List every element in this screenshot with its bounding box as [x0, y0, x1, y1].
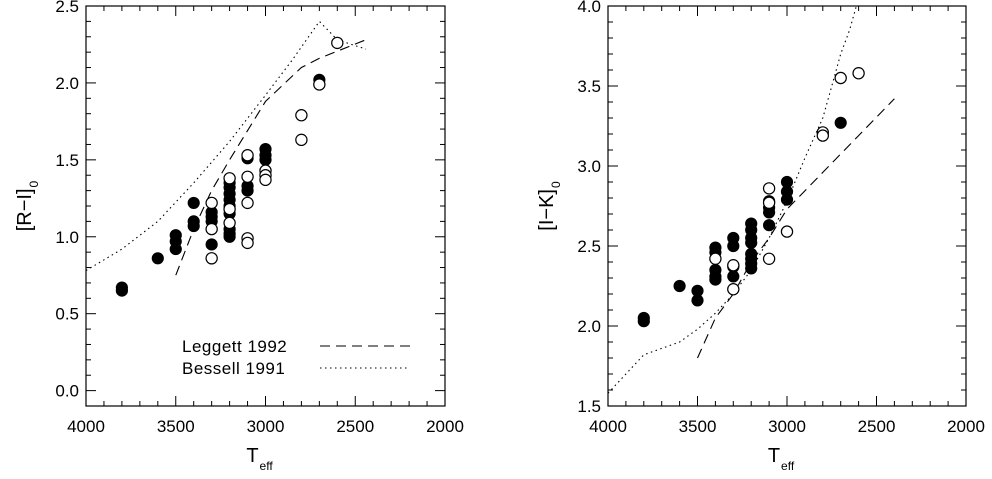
open-data-point [762, 182, 776, 195]
open-data-point [313, 78, 326, 91]
open-data-point [205, 222, 218, 236]
filled-data-point [259, 153, 272, 166]
bessell-1991-curve [608, 6, 857, 394]
open-data-point [259, 173, 272, 187]
y-axis-title: [R−I]0 [14, 180, 41, 231]
legend-label: Bessell 1991 [182, 359, 285, 378]
y-tick-label: 0.0 [55, 382, 79, 401]
open-data-point [295, 133, 308, 147]
filled-data-point [727, 239, 740, 253]
open-data-point [709, 252, 722, 265]
open-data-point [780, 225, 794, 238]
leggett-1992-curve [696, 98, 895, 359]
chart-panel-1: 4000 3500 3000 2500 2000 0.0 0.5 1.0 1.5 2.0 2.5 Te… [14, 0, 464, 473]
open-data-point [834, 71, 847, 85]
x-axis-title-subscript: eff [260, 459, 274, 473]
filled-data-point [673, 279, 686, 293]
y-tick-label: 2.0 [577, 317, 601, 336]
open-data-point [852, 66, 865, 80]
y-tick-label: 2.5 [577, 237, 601, 256]
filled-data-point [709, 273, 722, 286]
open-data-point [331, 36, 344, 50]
filled-data-point [115, 284, 129, 297]
y-tick-label: 1.5 [577, 397, 601, 416]
filled-data-point [745, 236, 758, 249]
y-tick-label: 2.0 [55, 74, 79, 93]
filled-data-point [780, 193, 794, 206]
x-tick-label: 2000 [426, 417, 464, 436]
x-tick-label: 2500 [858, 417, 896, 436]
y-tick-label: 4.0 [577, 0, 601, 16]
open-data-point [816, 129, 830, 142]
x-tick-label: 3000 [247, 417, 285, 436]
plot-frame [607, 5, 967, 407]
open-data-point [223, 202, 236, 216]
open-data-point [223, 216, 236, 230]
x-tick-label: 3500 [157, 417, 195, 436]
y-tick-label: 0.5 [55, 305, 79, 324]
open-data-point [295, 109, 308, 122]
filled-data-point [834, 116, 847, 129]
filled-data-point [151, 252, 164, 265]
filled-data-point [187, 196, 200, 210]
filled-data-point [205, 238, 218, 251]
open-data-point [727, 283, 740, 296]
x-tick-label: 3000 [768, 417, 806, 436]
filled-data-point [745, 262, 758, 275]
filled-data-point [637, 315, 650, 328]
open-data-point [727, 259, 740, 272]
y-tick-label: 3.5 [577, 77, 601, 96]
filled-data-point [691, 294, 704, 307]
open-data-point [223, 172, 236, 185]
y-tick-label: 2.5 [55, 0, 79, 16]
filled-data-point [223, 230, 236, 243]
filled-data-point [169, 242, 182, 256]
filled-data-point [727, 270, 740, 283]
open-data-point [241, 236, 254, 250]
open-data-point [241, 170, 254, 183]
x-tick-label: 4000 [67, 417, 105, 436]
open-data-point [762, 196, 776, 209]
open-data-point [205, 196, 218, 210]
x-tick-label: 2500 [336, 417, 374, 436]
y-tick-label: 1.0 [55, 228, 79, 247]
x-tick-label: 3500 [679, 417, 717, 436]
x-tick-label: 2000 [947, 417, 985, 436]
legend: Leggett 1992 Bessell 1991 [182, 337, 410, 378]
filled-data-point [763, 219, 776, 232]
filled-data-point [241, 184, 254, 197]
open-data-point [205, 252, 218, 265]
open-data-point [241, 149, 254, 162]
x-axis-title-subscript: eff [781, 459, 795, 473]
chart-panel-2: 4000 3500 3000 2500 2000 1.5 2.0 2.5 3.0 3.5 4.0 Te… [536, 0, 985, 473]
x-axis-title: Teff [768, 445, 795, 473]
leggett-1992-curve [175, 37, 370, 276]
x-axis-title: Teff [246, 445, 273, 473]
y-tick-label: 1.5 [55, 151, 79, 170]
y-axis-title-subscript: 0 [27, 180, 41, 187]
open-data-point [241, 196, 254, 210]
y-tick-label: 3.0 [577, 157, 601, 176]
filled-data-point [187, 219, 200, 233]
x-tick-label: 4000 [589, 417, 627, 436]
y-axis-title: [I−K]0 [536, 181, 563, 231]
y-axis-title-subscript: 0 [549, 181, 563, 188]
legend-label: Leggett 1992 [182, 337, 287, 356]
open-data-point [762, 252, 776, 265]
